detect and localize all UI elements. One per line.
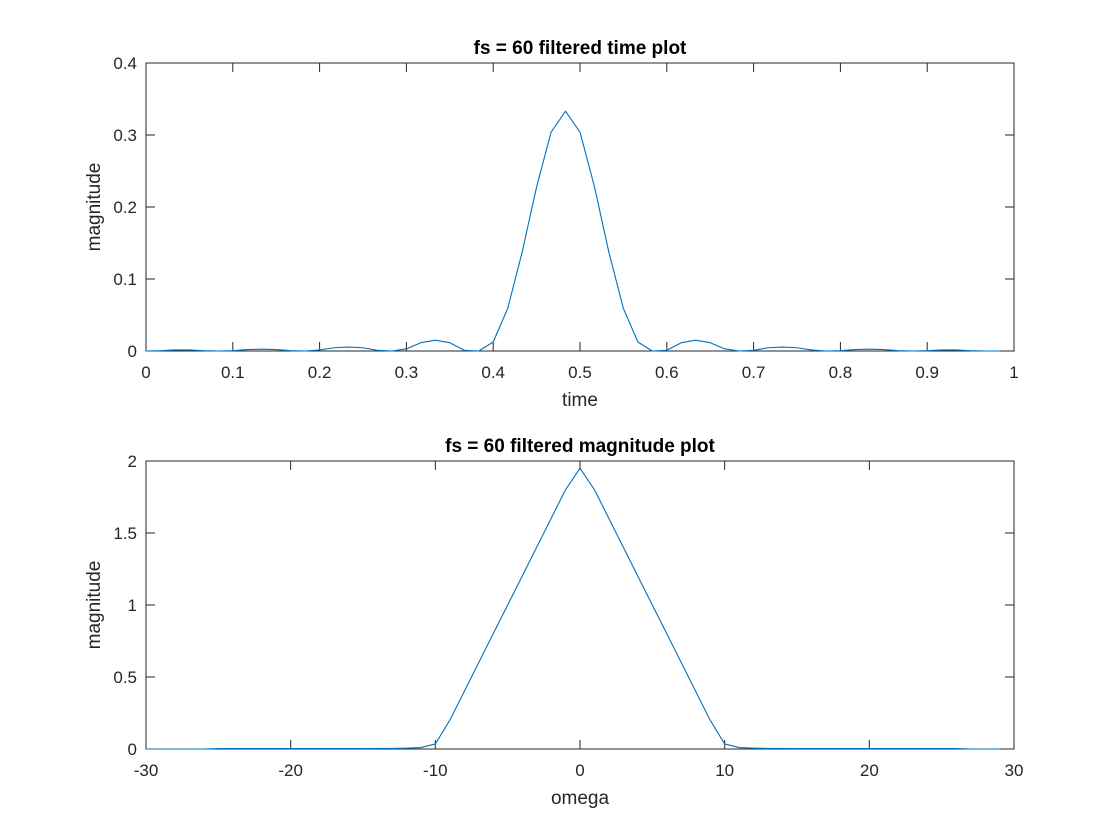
series-line-0	[145, 110, 1000, 352]
y-axis-label: magnitude	[84, 561, 105, 650]
y-tick-label: 2	[128, 452, 137, 471]
y-axis-label: magnitude	[84, 163, 105, 252]
y-tick-label: 0.4	[113, 54, 137, 73]
x-tick-label: 30	[1005, 761, 1024, 780]
chart-title: fs = 60 filtered time plot	[474, 38, 687, 59]
x-tick-label: 1	[1009, 363, 1018, 382]
plot-area-box	[145, 62, 1015, 352]
x-tick-label: -30	[134, 761, 159, 780]
chart-1: -30 -20 -10 0 10 20 30 0 0.5 1 1.5 2 fs = 60 filtere…	[84, 436, 1023, 809]
chart-0: 0 0.1 0.2 0.3 0.4 0.5 0.6 0.7 0.8 0.9 1 0 0.1 0.2 0.3 0…	[84, 38, 1019, 411]
y-tick-label: 0	[128, 342, 137, 361]
x-axis-label: time	[562, 390, 598, 411]
x-tick-label: 0.8	[829, 363, 853, 382]
x-tick-label: 0.6	[655, 363, 679, 382]
y-tick-label: 0	[128, 740, 137, 759]
y-tick-label: 0.5	[113, 668, 137, 687]
y-tick-label: 0.1	[113, 270, 137, 289]
x-tick-label: 20	[860, 761, 879, 780]
y-tick-label: 1.5	[113, 524, 137, 543]
x-tick-label: 0.2	[308, 363, 332, 382]
x-tick-label: 0.4	[481, 363, 505, 382]
x-tick-label: -10	[423, 761, 448, 780]
plot-area-box	[145, 460, 1015, 750]
x-tick-label: 0.3	[395, 363, 419, 382]
x-tick-label: 0	[575, 761, 584, 780]
x-tick-label: 10	[715, 761, 734, 780]
x-tick-label: 0.5	[568, 363, 592, 382]
y-tick-label: 1	[128, 596, 137, 615]
chart-title: fs = 60 filtered magnitude plot	[445, 436, 715, 457]
y-tick-label: 0.2	[113, 198, 137, 217]
x-axis-label: omega	[551, 788, 610, 809]
x-tick-label: 0	[141, 363, 150, 382]
x-tick-label: 0.7	[742, 363, 766, 382]
series-line-0	[146, 467, 1000, 750]
x-tick-label: 0.9	[915, 363, 939, 382]
y-tick-label: 0.3	[113, 126, 137, 145]
x-tick-label: -20	[278, 761, 303, 780]
x-tick-label: 0.1	[221, 363, 245, 382]
